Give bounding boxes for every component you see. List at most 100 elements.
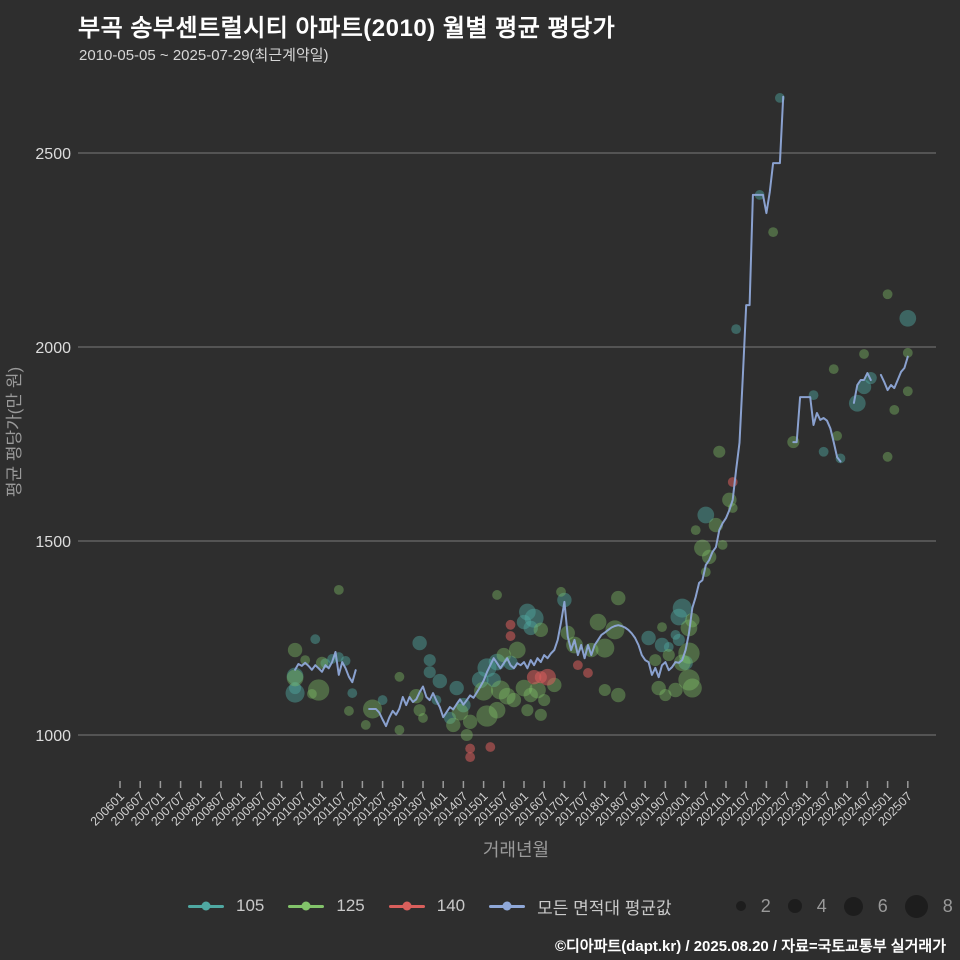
bubble-140 — [572, 660, 583, 671]
bubble-125 — [611, 687, 626, 703]
bubble-125 — [418, 713, 428, 723]
page-title: 부곡 송부센트럴시티 아파트(2010) 월별 평균 평당가 — [78, 15, 616, 42]
size-label: 6 — [877, 895, 888, 916]
bubble-125 — [690, 525, 701, 536]
bubble-105 — [516, 614, 532, 630]
bubble-105 — [377, 695, 388, 705]
bubble-125 — [515, 679, 533, 697]
bubble-125 — [521, 704, 534, 717]
bubble-125 — [307, 688, 317, 699]
bubble-105 — [670, 608, 688, 626]
bubble-105 — [641, 630, 656, 646]
bubble-105 — [672, 633, 685, 646]
bubble-125 — [451, 703, 469, 721]
copyright-source-text: ©디아파트(dapt.kr) / 2025.08.20 / 자료=국토교통부 실… — [554, 938, 946, 955]
bubble-125 — [678, 669, 700, 691]
bubble-105 — [289, 682, 302, 695]
legend-label: 140 — [436, 896, 466, 915]
bubble-125 — [668, 682, 683, 698]
bubble-140 — [465, 743, 476, 754]
bubble-105 — [818, 446, 829, 457]
size-label: 2 — [760, 895, 771, 916]
bubble-125 — [701, 549, 717, 565]
series-140-marker-icon — [388, 901, 425, 911]
bubble-125 — [533, 622, 549, 638]
bubble-105 — [423, 654, 436, 667]
bubble-125 — [307, 679, 330, 701]
bubble-105 — [423, 666, 436, 679]
gridlines: 1000 1500 2000 2500 — [35, 146, 936, 745]
bubble-125 — [649, 654, 662, 667]
size-item-6: 6 — [843, 895, 888, 917]
bubble-125 — [492, 590, 502, 600]
bubble-105 — [848, 394, 866, 412]
bubble-105 — [347, 688, 358, 698]
bubble-125 — [694, 539, 711, 557]
bubble-125 — [882, 289, 893, 300]
y-tick-label: 2000 — [35, 340, 71, 357]
bubble-140 — [465, 752, 476, 763]
price-chart: 1000 1500 2000 2500 20060120060720070120070… — [5, 93, 936, 860]
bubble-125 — [713, 445, 726, 458]
bubble-125 — [523, 687, 538, 703]
legend-item-140[interactable]: 140 — [388, 896, 466, 916]
series-105-marker-icon — [188, 901, 224, 911]
bubble-105 — [471, 671, 489, 689]
size-circle-icon — [843, 896, 863, 916]
bubble-105 — [697, 506, 715, 524]
bubble-125 — [556, 586, 566, 597]
legend-item-105[interactable]: 105 — [188, 896, 264, 916]
average-price-line — [294, 95, 909, 728]
bubble-125 — [529, 681, 546, 699]
bubble-125 — [828, 364, 839, 375]
bubble-125 — [498, 687, 516, 705]
size-circle-icon — [787, 899, 802, 913]
bubble-125 — [286, 669, 304, 687]
bubble-125 — [460, 728, 473, 742]
bubble-125 — [508, 641, 526, 659]
date-range-subtitle: 2010-05-05 ~ 2025-07-29(최근계약일) — [79, 47, 329, 64]
bubble-125 — [902, 347, 913, 358]
bubble-125 — [360, 720, 371, 730]
bubble-125 — [394, 725, 405, 735]
bubble-105 — [663, 642, 674, 652]
x-axis-title: 거래년월 — [483, 840, 549, 860]
bubble-105 — [524, 608, 544, 628]
bubble-125 — [717, 539, 728, 550]
size-circle-icon — [904, 894, 928, 918]
bubble-140 — [583, 668, 593, 678]
bubble-125 — [534, 708, 547, 721]
bubble-105 — [519, 603, 536, 621]
legend-item-125[interactable]: 125 — [288, 896, 365, 916]
bubble-125 — [446, 717, 461, 733]
legend-label: 모든 면적대 평균값 — [537, 898, 672, 918]
x-axis: 2006012006072007012007072008012008072009… — [88, 781, 915, 829]
legend-item-average[interactable]: 모든 면적대 평균값 — [489, 894, 672, 919]
y-tick-label: 1500 — [35, 534, 71, 551]
size-label: 8 — [942, 895, 953, 916]
bubble-125 — [902, 386, 913, 397]
bubble-105 — [412, 635, 427, 651]
bubble-105 — [654, 637, 670, 653]
bubble-125 — [344, 706, 354, 716]
bubble-125 — [413, 704, 426, 717]
bubble-125 — [859, 349, 869, 359]
bubble-105 — [557, 592, 572, 608]
bubble-125 — [538, 694, 551, 707]
bubble-125 — [598, 683, 611, 697]
bubble-105 — [432, 673, 448, 689]
bubble-105 — [856, 379, 872, 395]
bubble-125 — [889, 404, 900, 415]
bubble-125 — [682, 678, 702, 698]
bubble-125 — [474, 681, 494, 701]
bubble-125 — [595, 638, 615, 658]
bubble-105 — [286, 667, 304, 685]
bubble-105 — [835, 453, 846, 464]
legend: 105 125 140 모든 면적대 평균값 2 4 6 8 — [188, 892, 953, 920]
bubble-125 — [490, 680, 510, 700]
bubble-140 — [505, 619, 516, 630]
bubble-125 — [488, 701, 506, 719]
bubble-105 — [443, 711, 456, 724]
bubble-125 — [659, 688, 672, 702]
bubble-125 — [300, 655, 311, 666]
